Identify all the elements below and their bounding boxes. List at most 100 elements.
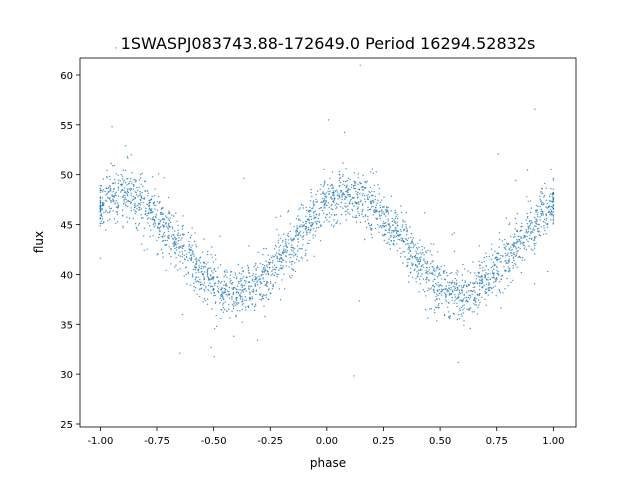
data-point xyxy=(505,217,507,219)
data-point xyxy=(357,183,359,185)
data-point xyxy=(493,272,495,274)
data-point xyxy=(493,263,495,265)
data-point xyxy=(512,253,514,255)
data-point xyxy=(382,223,384,225)
data-point xyxy=(100,185,103,187)
data-point xyxy=(539,198,541,200)
data-point xyxy=(133,185,135,187)
data-point xyxy=(414,244,416,246)
data-point xyxy=(551,195,553,197)
data-point xyxy=(322,185,324,187)
data-point xyxy=(401,237,404,240)
data-point xyxy=(293,225,295,228)
data-point xyxy=(473,298,475,300)
data-point xyxy=(183,233,185,236)
data-point xyxy=(357,202,359,204)
data-point xyxy=(491,276,493,279)
data-point xyxy=(457,314,460,316)
data-point xyxy=(264,294,266,297)
data-point xyxy=(381,199,383,201)
data-point xyxy=(243,177,245,179)
data-point xyxy=(335,202,338,205)
data-point xyxy=(428,269,430,271)
data-point xyxy=(299,219,301,222)
data-point xyxy=(409,267,412,270)
data-point xyxy=(467,270,469,272)
data-point xyxy=(134,212,136,215)
data-point xyxy=(387,241,389,244)
data-point xyxy=(280,261,282,263)
data-point xyxy=(333,194,335,196)
data-point xyxy=(513,243,515,245)
data-point xyxy=(99,187,102,190)
data-point xyxy=(175,257,177,259)
data-point xyxy=(469,296,472,298)
data-point xyxy=(547,211,549,214)
data-point xyxy=(324,193,326,195)
data-point xyxy=(451,233,453,236)
data-point xyxy=(478,260,480,263)
data-point xyxy=(148,217,150,219)
data-point xyxy=(136,207,138,210)
data-point xyxy=(187,259,189,262)
data-point xyxy=(473,282,476,284)
data-point xyxy=(210,274,212,276)
data-point xyxy=(336,220,339,222)
data-point xyxy=(286,251,288,253)
data-point xyxy=(358,214,361,217)
data-point xyxy=(159,226,162,228)
data-point xyxy=(411,239,413,241)
data-point xyxy=(343,131,346,134)
data-point xyxy=(310,188,312,191)
data-point xyxy=(352,216,354,218)
data-point xyxy=(349,195,351,198)
data-point xyxy=(408,275,410,277)
data-point xyxy=(351,202,354,204)
data-point xyxy=(455,298,457,300)
data-point xyxy=(415,277,417,280)
data-point xyxy=(535,219,538,221)
data-point xyxy=(448,292,451,294)
data-point xyxy=(475,298,477,300)
data-point xyxy=(200,281,202,283)
data-point xyxy=(249,285,251,287)
data-point xyxy=(179,352,181,354)
data-point xyxy=(361,211,363,213)
data-point xyxy=(198,265,200,267)
data-point xyxy=(466,308,468,311)
data-point xyxy=(181,228,184,230)
data-point xyxy=(331,194,334,196)
data-point xyxy=(312,222,314,224)
data-point xyxy=(511,249,513,251)
data-point xyxy=(485,272,487,274)
data-point xyxy=(173,240,176,243)
data-point xyxy=(202,267,205,269)
data-point xyxy=(427,287,430,289)
data-point xyxy=(514,255,517,258)
data-point xyxy=(278,269,280,271)
data-point xyxy=(99,209,102,212)
data-point xyxy=(303,235,305,237)
data-point xyxy=(468,290,470,292)
data-point xyxy=(494,250,496,253)
data-point xyxy=(463,268,466,270)
data-point xyxy=(156,209,159,211)
data-point xyxy=(150,198,153,201)
data-point xyxy=(420,275,422,278)
data-point xyxy=(311,208,313,210)
data-point xyxy=(445,288,447,290)
data-point xyxy=(151,176,154,178)
data-point xyxy=(290,246,292,248)
data-point xyxy=(340,191,342,193)
data-point xyxy=(331,198,333,200)
data-point xyxy=(550,188,552,190)
data-point xyxy=(154,215,157,217)
data-point xyxy=(272,260,274,262)
data-point xyxy=(213,291,216,294)
data-point xyxy=(256,281,258,283)
data-point xyxy=(335,189,338,191)
data-point xyxy=(429,288,431,290)
data-point xyxy=(461,274,463,276)
data-point xyxy=(109,184,111,187)
data-point xyxy=(194,265,196,267)
